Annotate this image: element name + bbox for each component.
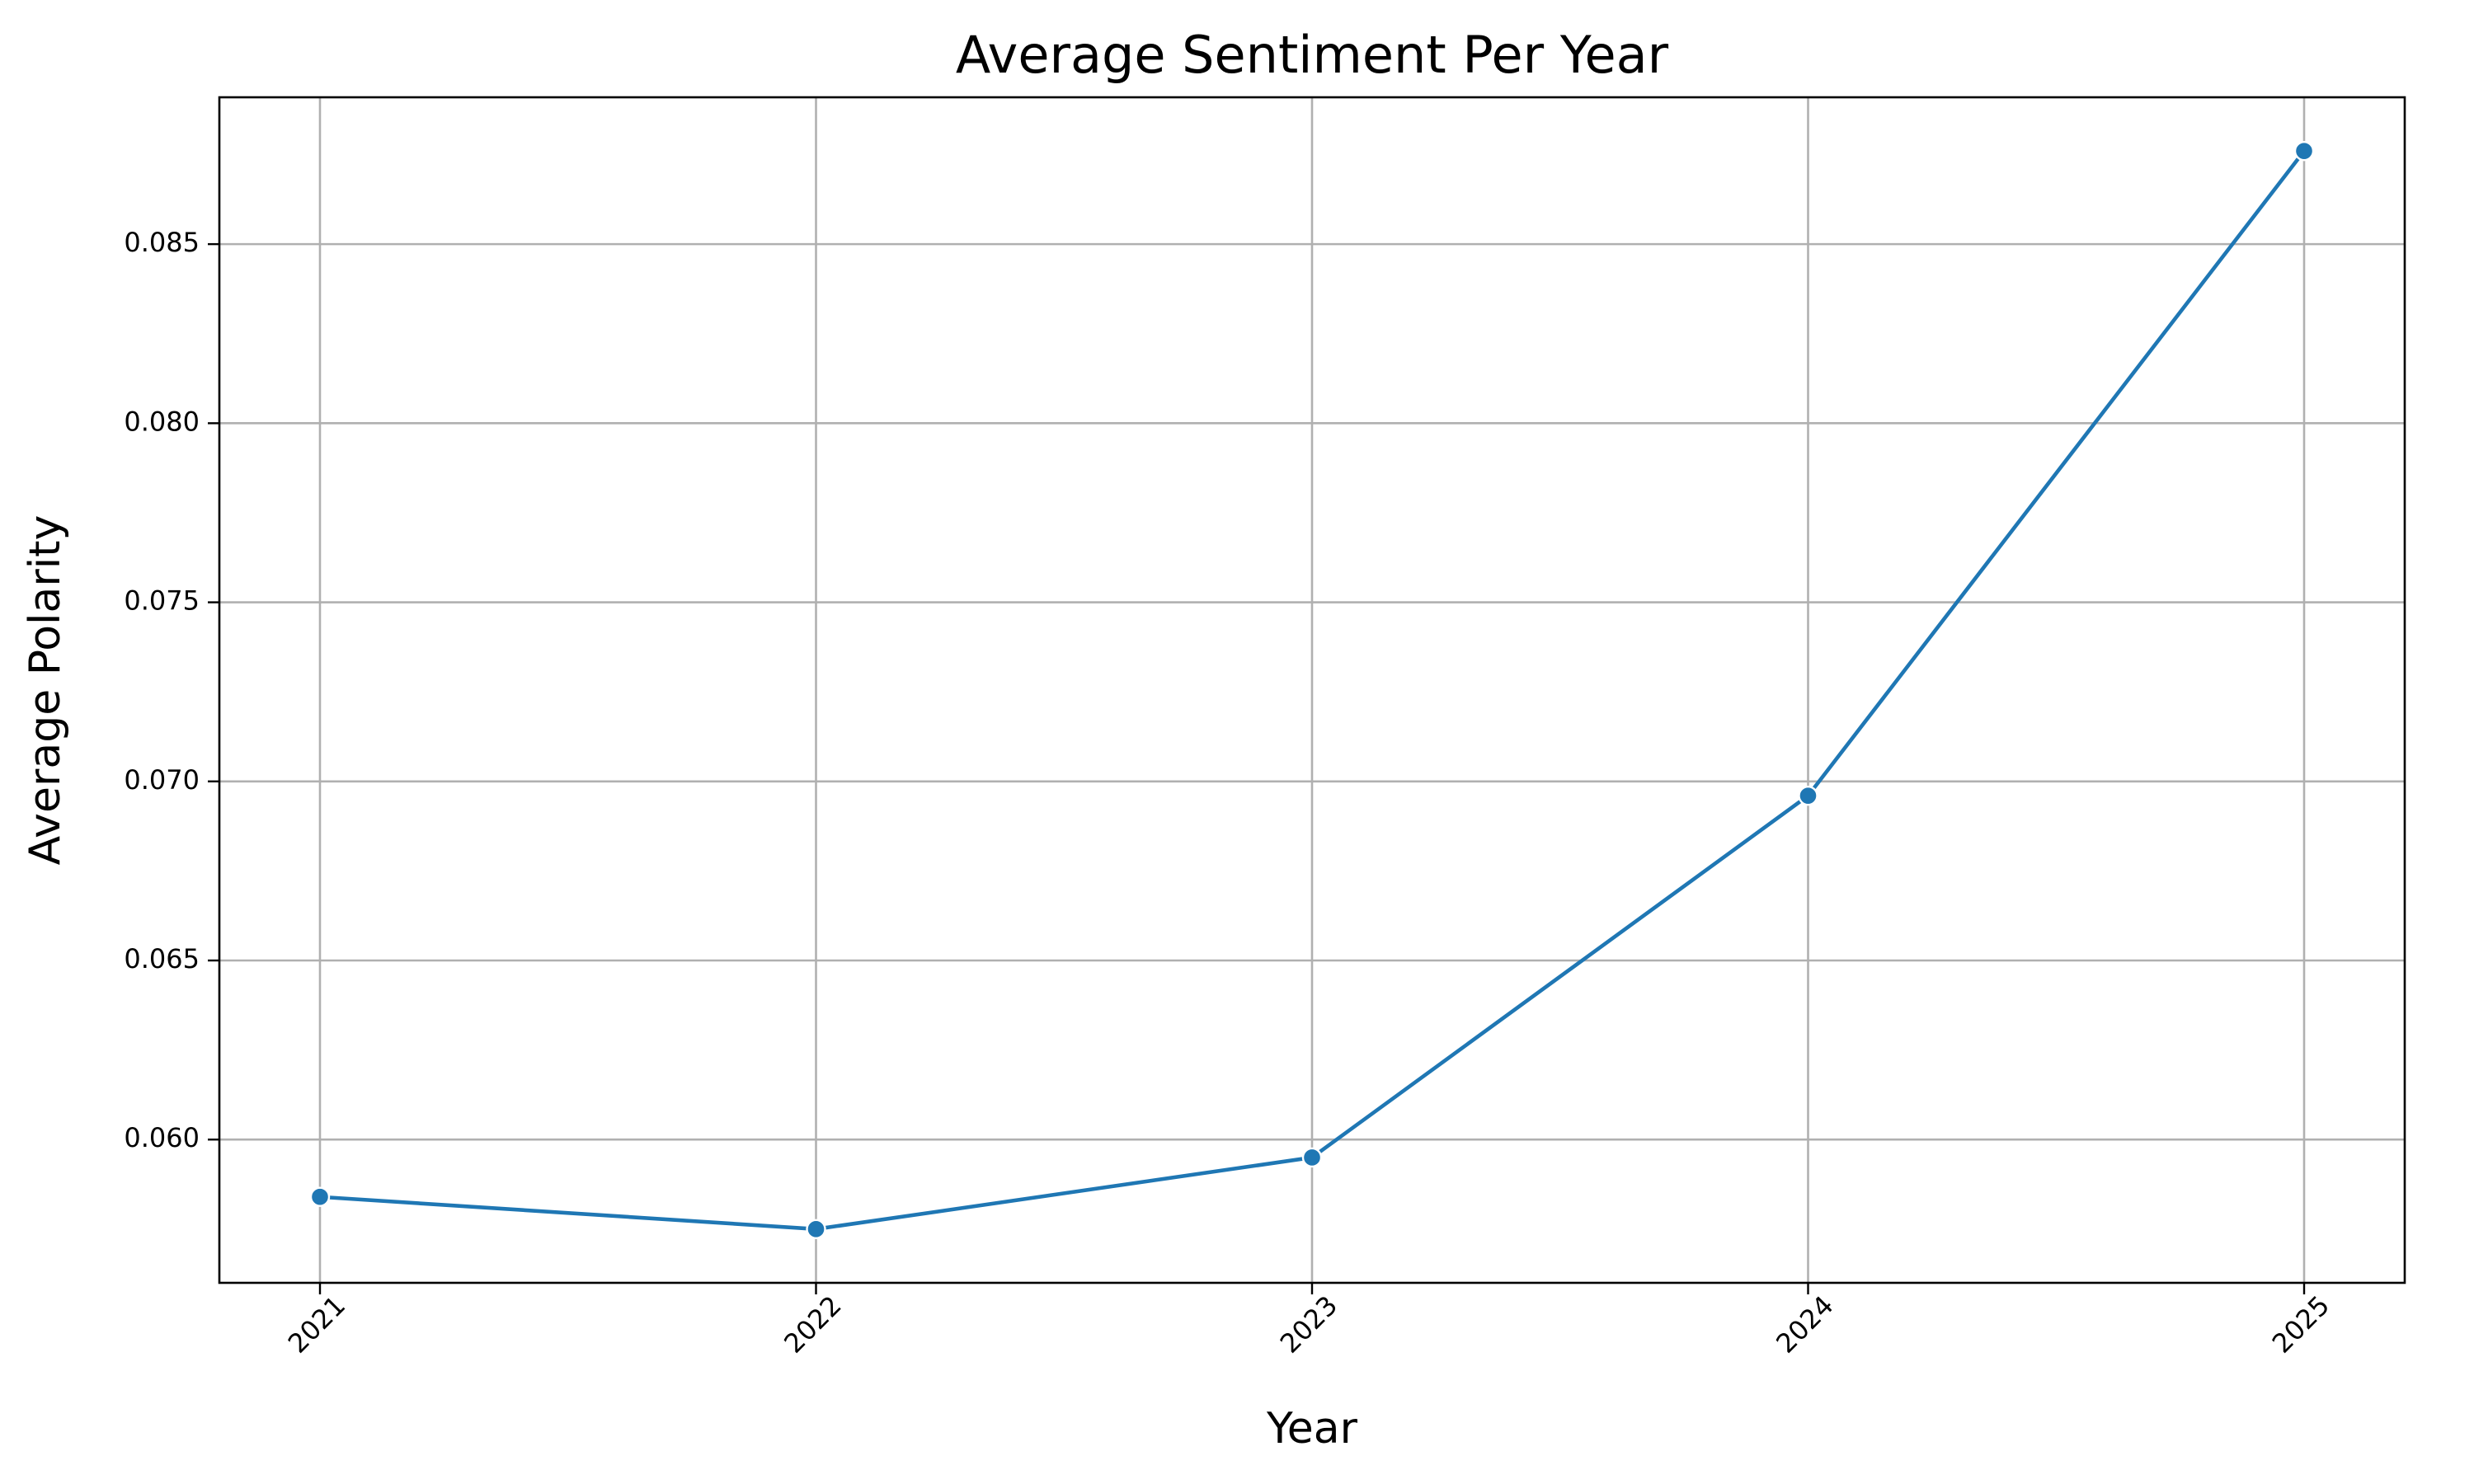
y-tick-label: 0.060 [124,1122,200,1153]
x-axis-label: Year [1266,1404,1358,1453]
y-tick-label: 0.080 [124,406,200,437]
y-axis-label: Average Polarity [21,515,70,866]
y-tick-label: 0.075 [124,585,200,617]
y-tick-label: 0.085 [124,227,200,258]
data-point-2021 [309,1186,331,1207]
data-point-2023 [1301,1147,1323,1168]
data-series [309,140,2315,1240]
data-point-2025 [2293,140,2315,162]
y-tick-label: 0.065 [124,943,200,974]
data-point-2022 [806,1219,826,1240]
y-tick-label: 0.070 [124,764,200,796]
chart-title: Average Sentiment Per Year [956,25,1669,85]
data-point-2024 [1798,785,1818,806]
grid-lines [219,97,2405,1283]
